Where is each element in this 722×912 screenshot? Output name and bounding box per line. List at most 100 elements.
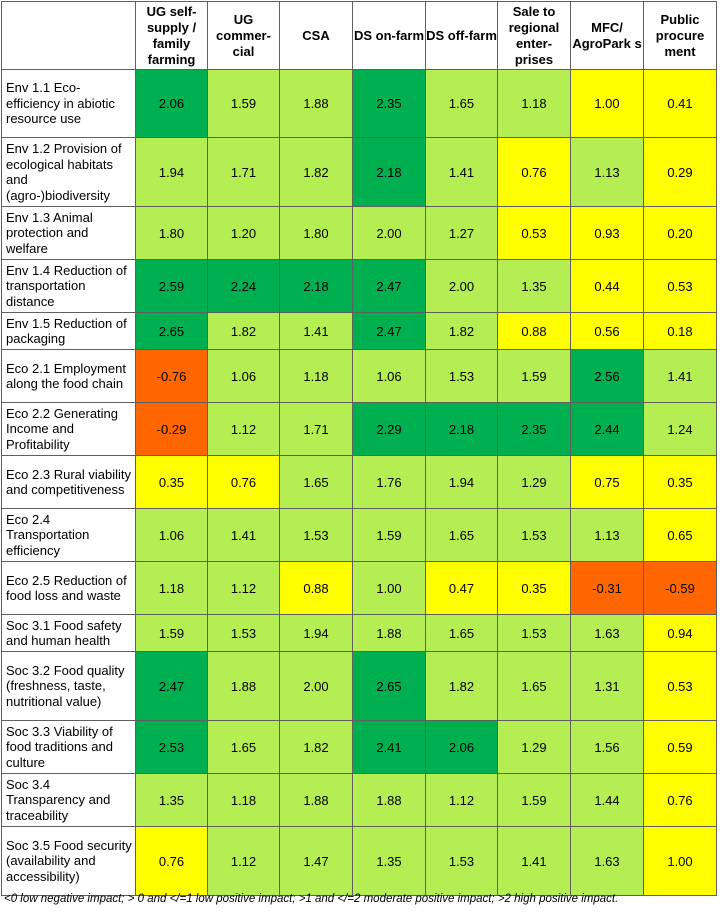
table-footnote: <0 low negative impact; > 0 and </=1 low… — [4, 893, 619, 905]
score-cell: 1.06 — [352, 349, 426, 403]
column-header: UG commer-cial — [207, 1, 280, 70]
score-cell: 0.35 — [643, 455, 717, 509]
score-cell: 1.53 — [425, 826, 498, 896]
score-cell: 2.00 — [352, 206, 426, 260]
score-cell: 0.65 — [643, 508, 717, 562]
score-cell: 1.94 — [135, 137, 208, 207]
score-cell: 0.76 — [135, 826, 208, 896]
score-cell: 2.24 — [207, 259, 280, 313]
score-cell: 2.47 — [352, 312, 426, 350]
score-cell: 2.18 — [279, 259, 353, 313]
score-cell: 1.18 — [279, 349, 353, 403]
score-cell: 1.35 — [352, 826, 426, 896]
row-label: Eco 2.5 Reduction of food loss and waste — [1, 561, 136, 615]
score-cell: 0.88 — [279, 561, 353, 615]
score-cell: 1.65 — [425, 508, 498, 562]
table-row: Soc 3.2 Food quality (freshness, taste, … — [1, 651, 717, 721]
score-cell: -0.59 — [643, 561, 717, 615]
score-cell: 2.47 — [135, 651, 208, 721]
score-cell: 1.12 — [207, 826, 280, 896]
score-cell: 1.65 — [279, 455, 353, 509]
row-label: Env 1.3 Animal protection and welfare — [1, 206, 136, 260]
score-cell: 1.12 — [207, 561, 280, 615]
score-cell: 1.76 — [352, 455, 426, 509]
score-cell: 0.44 — [570, 259, 644, 313]
score-cell: 1.59 — [207, 69, 280, 138]
score-cell: 2.18 — [425, 402, 498, 456]
score-cell: 1.88 — [279, 773, 353, 827]
score-cell: -0.29 — [135, 402, 208, 456]
score-cell: 1.41 — [643, 349, 717, 403]
score-cell: 0.93 — [570, 206, 644, 260]
score-cell: 1.29 — [497, 455, 571, 509]
score-cell: 1.53 — [497, 614, 571, 652]
table-row: Env 1.4 Reduction of transportation dist… — [1, 259, 717, 313]
score-cell: 1.27 — [425, 206, 498, 260]
score-cell: 1.53 — [207, 614, 280, 652]
score-cell: 1.59 — [497, 349, 571, 403]
score-cell: -0.76 — [135, 349, 208, 403]
table-row: Soc 3.4 Transparency and traceability 1.3… — [1, 773, 717, 827]
score-cell: 1.82 — [279, 720, 353, 774]
score-cell: 0.59 — [643, 720, 717, 774]
score-cell: 1.18 — [497, 69, 571, 138]
table-row: Soc 3.1 Food safety and human health 1.59… — [1, 614, 717, 652]
score-cell: 1.29 — [497, 720, 571, 774]
score-cell: 2.35 — [497, 402, 571, 456]
score-cell: 1.82 — [425, 651, 498, 721]
score-cell: 0.53 — [497, 206, 571, 260]
score-cell: 1.80 — [135, 206, 208, 260]
score-cell: 0.76 — [207, 455, 280, 509]
column-header: DS on-farm — [352, 1, 426, 70]
score-cell: 0.47 — [425, 561, 498, 615]
row-label: Env 1.2 Provision of ecological habitats… — [1, 137, 136, 207]
score-cell: 1.00 — [643, 826, 717, 896]
header-row: UG self-supply / family farming UG comme… — [1, 1, 717, 70]
table-row: Env 1.3 Animal protection and welfare 1.8… — [1, 206, 717, 260]
table-row: Env 1.1 Eco-efficiency in abiotic resour… — [1, 69, 717, 138]
score-cell: 2.06 — [135, 69, 208, 138]
table-row: Soc 3.3 Viability of food traditions and… — [1, 720, 717, 774]
score-cell: 1.59 — [135, 614, 208, 652]
score-cell: 2.06 — [425, 720, 498, 774]
score-cell: 1.13 — [570, 137, 644, 207]
row-label: Soc 3.1 Food safety and human health — [1, 614, 136, 652]
score-cell: 1.82 — [279, 137, 353, 207]
score-cell: 2.65 — [352, 651, 426, 721]
score-cell: 1.65 — [497, 651, 571, 721]
row-label: Eco 2.3 Rural viability and competitiven… — [1, 455, 136, 509]
score-cell: 1.53 — [425, 349, 498, 403]
score-cell: 0.41 — [643, 69, 717, 138]
score-cell: 1.44 — [570, 773, 644, 827]
score-cell: 1.41 — [425, 137, 498, 207]
row-label: Soc 3.4 Transparency and traceability — [1, 773, 136, 827]
score-cell: 1.88 — [352, 614, 426, 652]
table-row: Eco 2.2 Generating Income and Profitabil… — [1, 402, 717, 456]
row-label: Soc 3.3 Viability of food traditions and… — [1, 720, 136, 774]
score-cell: 1.94 — [279, 614, 353, 652]
score-cell: 1.82 — [207, 312, 280, 350]
table-row: Eco 2.3 Rural viability and competitiven… — [1, 455, 717, 509]
score-cell: 1.41 — [207, 508, 280, 562]
score-cell: 0.94 — [643, 614, 717, 652]
score-cell: 1.13 — [570, 508, 644, 562]
score-cell: 1.31 — [570, 651, 644, 721]
score-cell: 1.88 — [207, 651, 280, 721]
score-cell: 2.18 — [352, 137, 426, 207]
score-cell: 0.88 — [497, 312, 571, 350]
score-cell: 1.59 — [497, 773, 571, 827]
score-cell: 1.53 — [279, 508, 353, 562]
row-label: Soc 3.2 Food quality (freshness, taste, … — [1, 651, 136, 721]
score-cell: 1.12 — [425, 773, 498, 827]
score-cell: 1.00 — [570, 69, 644, 138]
row-label: Env 1.1 Eco-efficiency in abiotic resour… — [1, 69, 136, 138]
column-header: MFC/ AgroPark s — [570, 1, 644, 70]
score-cell: 1.47 — [279, 826, 353, 896]
score-cell: 1.94 — [425, 455, 498, 509]
score-cell: 2.41 — [352, 720, 426, 774]
score-cell: 1.65 — [425, 614, 498, 652]
score-cell: 1.56 — [570, 720, 644, 774]
score-cell: 0.56 — [570, 312, 644, 350]
score-cell: 2.53 — [135, 720, 208, 774]
score-cell: 1.80 — [279, 206, 353, 260]
